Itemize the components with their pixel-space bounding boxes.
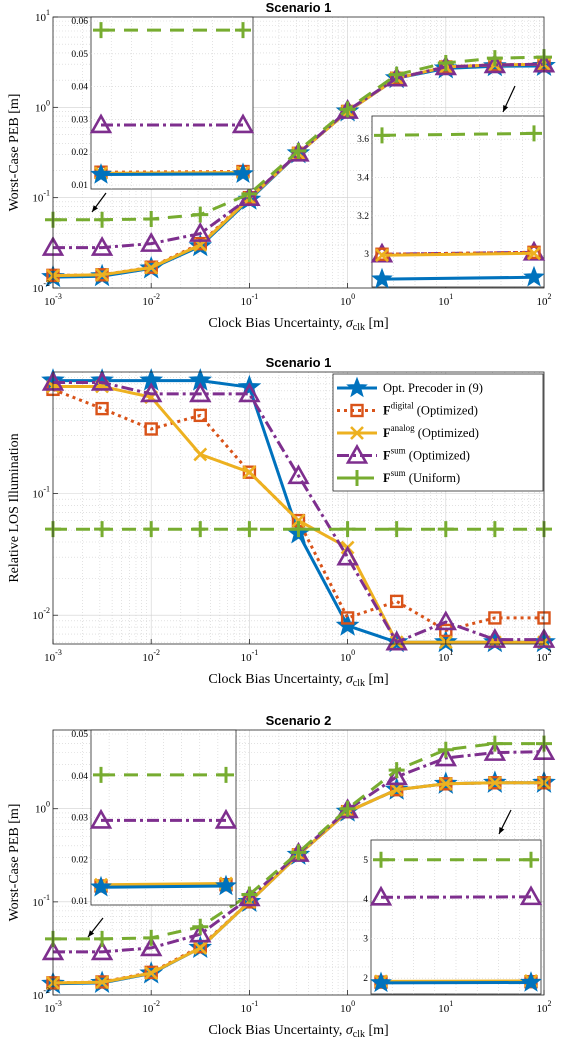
y-tick-label: 10-1: [32, 485, 50, 501]
x-tick-label: 10-1: [241, 292, 259, 308]
x-axis-label: Clock Bias Uncertainty, σclk [m]: [208, 316, 388, 333]
inset-line-analog: [382, 253, 534, 255]
inset-2: 3 3.2 3.4 3.6: [357, 116, 544, 287]
inset-tick-label: 0.03: [71, 814, 88, 824]
x-axis-label: Clock Bias Uncertainty, σclk [m]: [208, 1023, 388, 1040]
x-tick-label: 101: [438, 292, 453, 308]
x-tick-label: 100: [340, 648, 355, 664]
inset-tick-label: 3: [363, 935, 368, 945]
inset-tick-label: 0.05: [71, 50, 88, 60]
x-tick-label: 102: [537, 292, 552, 308]
legend: Opt. Precoder in (9)Fdigital (Optimized)…: [333, 374, 543, 491]
inset-line-opt: [101, 174, 243, 175]
y-tick-label: 10-2: [32, 986, 50, 1002]
x-tick-label: 100: [340, 292, 355, 308]
inset-tick-label: 0.03: [71, 115, 88, 125]
inset-tick-label: 5: [363, 856, 368, 866]
inset-line-analog: [101, 883, 226, 884]
inset-tick-label: 0.02: [71, 148, 88, 158]
inset-frame: [372, 116, 544, 287]
inset-1: 0.01 0.02 0.03 0.04 0.05 0.06: [71, 17, 253, 191]
inset-tick-label: 0.06: [71, 17, 88, 27]
x-tick-label: 10-1: [241, 999, 259, 1015]
x-tick-label: 101: [438, 999, 453, 1015]
y-axis-label: Relative LOS Illumination: [7, 433, 22, 582]
inset-frame: [91, 17, 253, 189]
inset-tick-label: 3.6: [357, 135, 369, 145]
inset-tick-label: 0.05: [71, 730, 88, 740]
inset-tick-label: 3.2: [357, 212, 369, 222]
inset-1: 0.01 0.02 0.03 0.04 0.05: [71, 730, 236, 907]
chart-title: Scenario 2: [266, 713, 332, 728]
inset-tick-label: 0.04: [71, 83, 88, 93]
inset-tick-label: 4: [363, 895, 368, 905]
y-tick-label: 100: [35, 98, 50, 114]
y-axis-label: Worst-Case PEB [m]: [7, 804, 22, 922]
y-tick-label: 10-2: [32, 279, 50, 295]
inset-tick-label: 0.01: [71, 181, 88, 191]
x-tick-label: 102: [537, 999, 552, 1015]
y-tick-label: 10-1: [32, 189, 50, 205]
x-tick-label: 10-1: [241, 648, 259, 664]
legend-label-opt: Opt. Precoder in (9): [383, 381, 483, 395]
inset-tick-label: 3.4: [357, 174, 369, 184]
chart-title: Scenario 1: [266, 355, 332, 370]
y-tick-label: 10-2: [32, 606, 50, 622]
inset-tick-label: 0.04: [71, 772, 88, 782]
inset-tick-label: 3: [364, 250, 369, 260]
inset-line-opt: [101, 886, 226, 887]
x-axis-label: Clock Bias Uncertainty, σclk [m]: [208, 672, 388, 689]
x-tick-label: 10-2: [142, 292, 160, 308]
x-tick-label: 10-2: [142, 999, 160, 1015]
y-tick-label: 100: [35, 800, 50, 816]
inset-tick-label: 2: [363, 974, 368, 984]
y-tick-label: 101: [35, 8, 50, 24]
inset-tick-label: 0.02: [71, 855, 88, 865]
inset-tick-label: 0.01: [71, 897, 88, 907]
x-tick-label: 10-3: [44, 648, 62, 664]
inset-line-opt: [382, 277, 534, 279]
y-axis-label: Worst-Case PEB [m]: [7, 94, 22, 212]
y-tick-label: 10-1: [32, 893, 50, 909]
chart-title: Scenario 1: [266, 0, 332, 15]
x-tick-label: 10-3: [44, 999, 62, 1015]
inset-frame: [371, 840, 541, 994]
inset-2: 2 3 4 5: [363, 840, 541, 994]
x-tick-label: 10-3: [44, 292, 62, 308]
x-tick-label: 100: [340, 999, 355, 1015]
x-tick-label: 10-2: [142, 648, 160, 664]
